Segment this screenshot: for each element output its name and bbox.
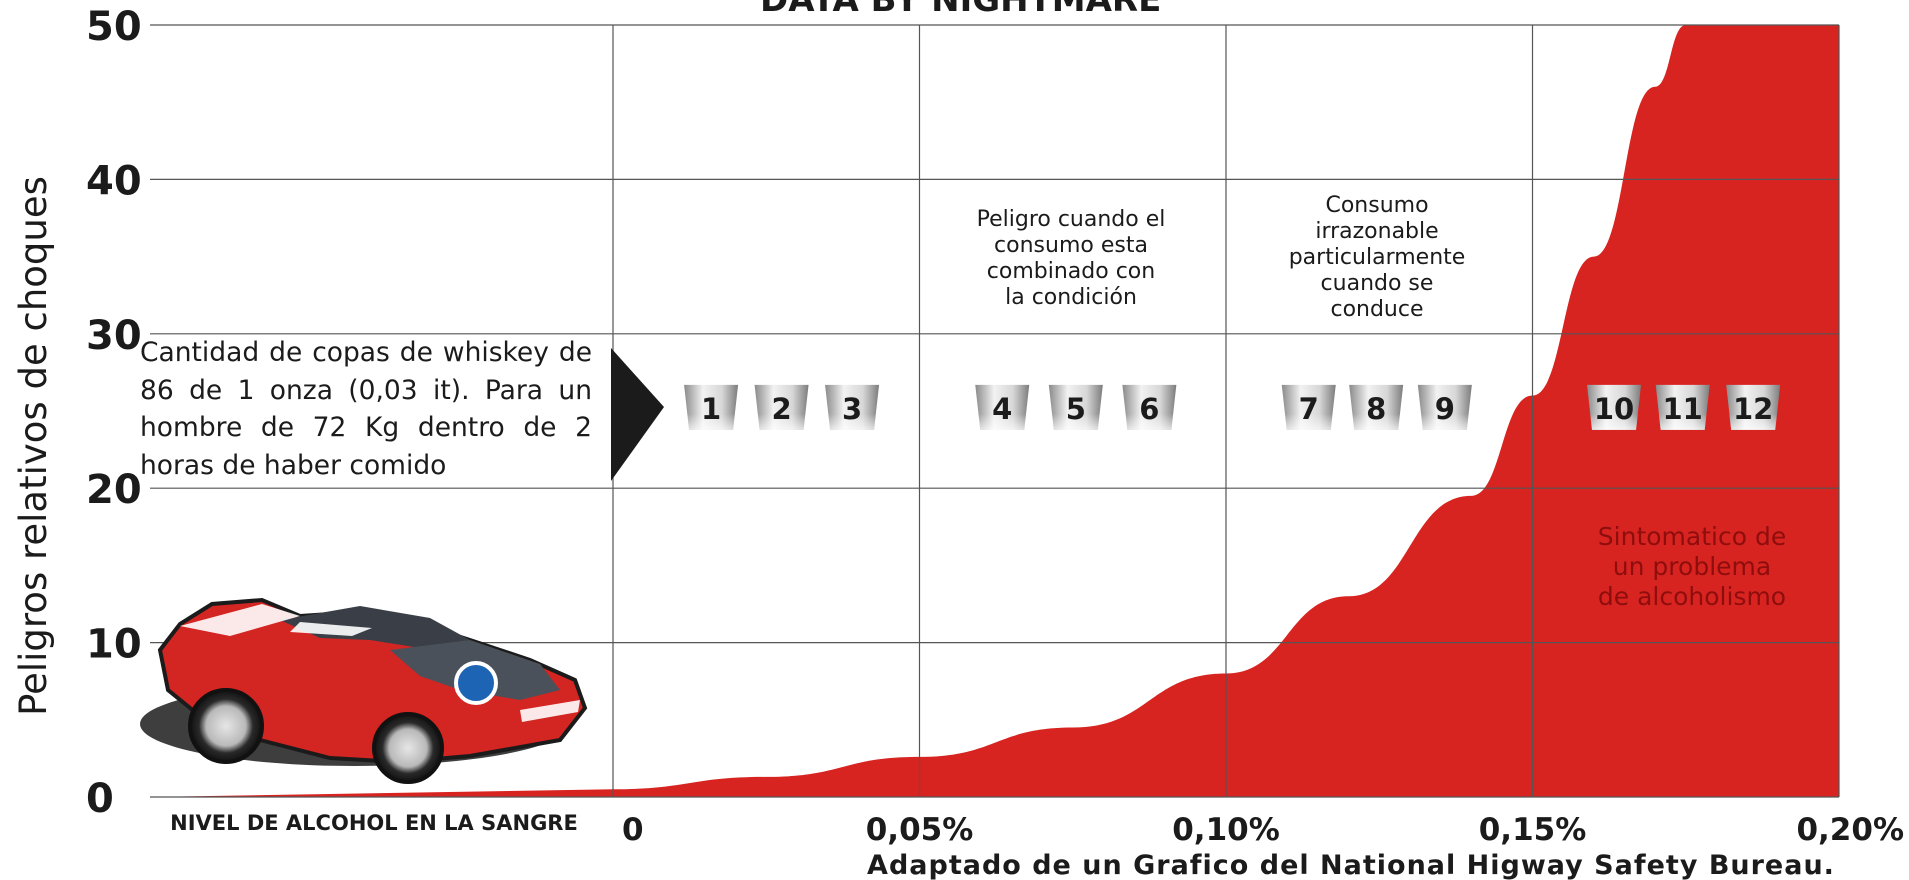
glass-number: 9 <box>1435 392 1455 426</box>
x-tick-label: 0 <box>622 812 644 848</box>
glass-icon: 1 <box>684 384 739 430</box>
glass-icon: 5 <box>1048 384 1103 430</box>
y-tick-label: 0 <box>86 776 114 822</box>
annotation-line: la condición <box>1005 285 1137 310</box>
glass-number: 8 <box>1366 392 1386 426</box>
glass-reflection <box>1125 413 1174 430</box>
source-credit: Adaptado de un Grafico del National Higw… <box>867 850 1835 880</box>
glass-reflection <box>1051 413 1100 430</box>
annotation-irrazonable: Consumo irrazonable particularmente cuan… <box>1289 193 1466 322</box>
glass-reflection <box>828 413 877 430</box>
annotation-line: un problema <box>1613 552 1771 581</box>
area-fill <box>150 25 1839 797</box>
glass-icon: 9 <box>1417 384 1472 430</box>
glass-icon: 12 <box>1726 384 1781 430</box>
glass-reflection <box>1590 413 1639 430</box>
annotation-line: conduce <box>1330 297 1423 322</box>
glass-reflection <box>687 413 736 430</box>
annotation-line: consumo esta <box>994 233 1148 258</box>
annotation-line: cuando se <box>1321 271 1434 296</box>
annotation-line: irrazonable <box>1315 219 1438 244</box>
glass-reflection <box>1420 413 1469 430</box>
annotation-line: de alcoholismo <box>1598 582 1786 611</box>
glass-number: 11 <box>1663 392 1703 426</box>
glass-number: 7 <box>1299 392 1319 426</box>
glass-icon: 10 <box>1587 384 1642 430</box>
glass-number: 2 <box>771 392 791 426</box>
glass-number: 6 <box>1139 392 1159 426</box>
annotation-line: combinado con <box>987 259 1155 284</box>
note-arrow-marker <box>611 348 664 481</box>
y-tick-label: 10 <box>86 622 142 668</box>
glass-number: 5 <box>1066 392 1086 426</box>
x-tick-label: 0,05% <box>866 812 974 848</box>
note-text: Cantidad de copas de whiskey de 86 de 1 … <box>140 337 592 481</box>
y-tick-label: 20 <box>86 467 142 513</box>
glass-icon: 3 <box>825 384 880 430</box>
annotation-sintomatico: Sintomatico de un problema de alcoholism… <box>1598 522 1786 611</box>
glass-reflection <box>978 413 1027 430</box>
glass-number: 1 <box>701 392 721 426</box>
glass-icon: 8 <box>1349 384 1404 430</box>
x-tick-label: 0,10% <box>1172 812 1280 848</box>
glass-reflection <box>757 413 806 430</box>
y-tick-label: 50 <box>86 4 142 50</box>
glass-number: 3 <box>842 392 862 426</box>
glass-icon: 6 <box>1122 384 1177 430</box>
glass-icon: 2 <box>754 384 809 430</box>
glass-icon: 7 <box>1281 384 1336 430</box>
glass-number: 10 <box>1594 392 1634 426</box>
glass-icon: 4 <box>975 384 1030 430</box>
glass-reflection <box>1658 413 1707 430</box>
annotation-line: Peligro cuando el <box>977 207 1166 232</box>
x-tick-label: 0,20% <box>1796 812 1904 848</box>
glass-reflection <box>1284 413 1333 430</box>
red-car-illustration <box>140 597 588 784</box>
glass-reflection <box>1352 413 1401 430</box>
y-axis-label: Peligros relativos de choques <box>12 176 55 716</box>
glass-icon: 11 <box>1655 384 1710 430</box>
annotation-line: Consumo <box>1325 193 1428 218</box>
glass-reflection <box>1729 413 1778 430</box>
annotation-line: particularmente <box>1289 245 1466 270</box>
x-axis-label: NIVEL DE ALCOHOL EN LA SANGRE <box>170 811 578 835</box>
annotation-line: Sintomatico de <box>1598 522 1786 551</box>
glass-number: 4 <box>992 392 1012 426</box>
y-tick-label: 30 <box>86 313 142 359</box>
x-tick-label: 0,15% <box>1479 812 1587 848</box>
y-tick-label: 40 <box>86 158 142 204</box>
annotation-peligro: Peligro cuando el consumo esta combinado… <box>977 207 1166 310</box>
chart-title-cropped: DATA BY NIGHTMARE <box>760 0 1162 20</box>
glass-number: 12 <box>1733 392 1773 426</box>
